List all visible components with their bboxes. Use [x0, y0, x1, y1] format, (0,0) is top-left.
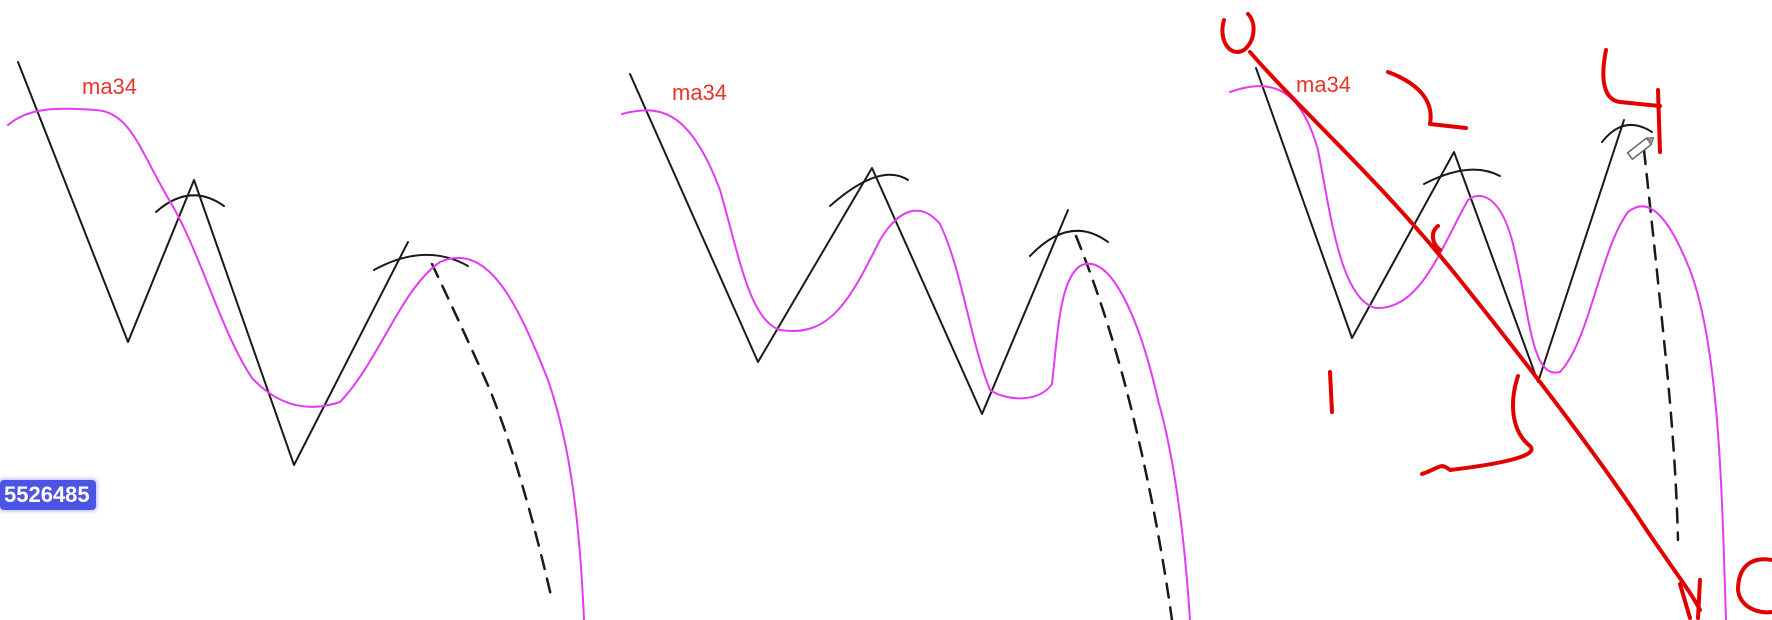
annotation-digit-1 — [1330, 372, 1332, 412]
annotation-digit-3 — [1422, 376, 1532, 474]
annotation-corner-arc — [1738, 559, 1772, 612]
panel-2: ma34 — [622, 74, 1190, 620]
annotation-small-tick — [1433, 226, 1440, 250]
ma-label: ma34 — [672, 80, 727, 105]
annotation-u-top — [1222, 14, 1253, 52]
ma-label: ma34 — [1296, 72, 1351, 97]
red-annotations — [1222, 14, 1772, 618]
peak-arc — [830, 175, 908, 206]
ma-label: ma34 — [82, 74, 137, 99]
price-zigzag-line — [18, 62, 408, 465]
annotation-digit-2 — [1388, 72, 1466, 128]
peak-arc — [1030, 231, 1108, 256]
panel-1: ma34 — [8, 62, 584, 620]
ma34-curve — [8, 109, 584, 620]
dashed-projection-line — [1076, 236, 1172, 620]
value-badge: 5526485 — [0, 480, 96, 510]
panel-3: ma34 — [1222, 14, 1772, 620]
dashed-projection-line — [432, 264, 552, 600]
ma34-curve — [622, 110, 1190, 620]
pen-cursor-icon — [1628, 134, 1657, 159]
price-zigzag-line — [630, 74, 1068, 414]
annotation-long-diagonal — [1250, 52, 1700, 610]
peak-arc — [156, 195, 224, 212]
annotation-digit-4 — [1603, 50, 1660, 152]
